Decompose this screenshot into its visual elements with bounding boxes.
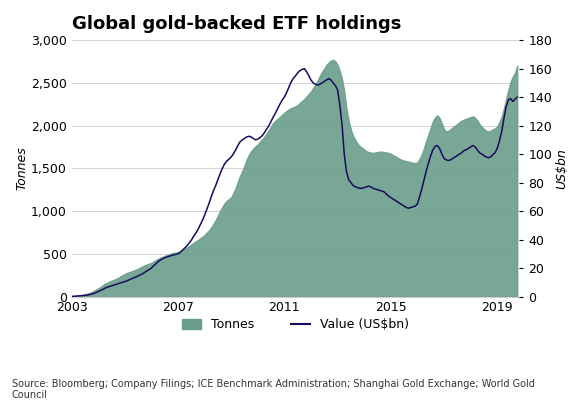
Y-axis label: Tonnes: Tonnes <box>15 146 28 190</box>
Legend: Tonnes, Value (US$bn): Tonnes, Value (US$bn) <box>177 314 414 336</box>
Y-axis label: US$bn: US$bn <box>555 148 568 189</box>
Text: Source: Bloomberg; Company Filings; ICE Benchmark Administration; Shanghai Gold : Source: Bloomberg; Company Filings; ICE … <box>12 379 535 400</box>
Text: Global gold-backed ETF holdings: Global gold-backed ETF holdings <box>72 15 401 33</box>
